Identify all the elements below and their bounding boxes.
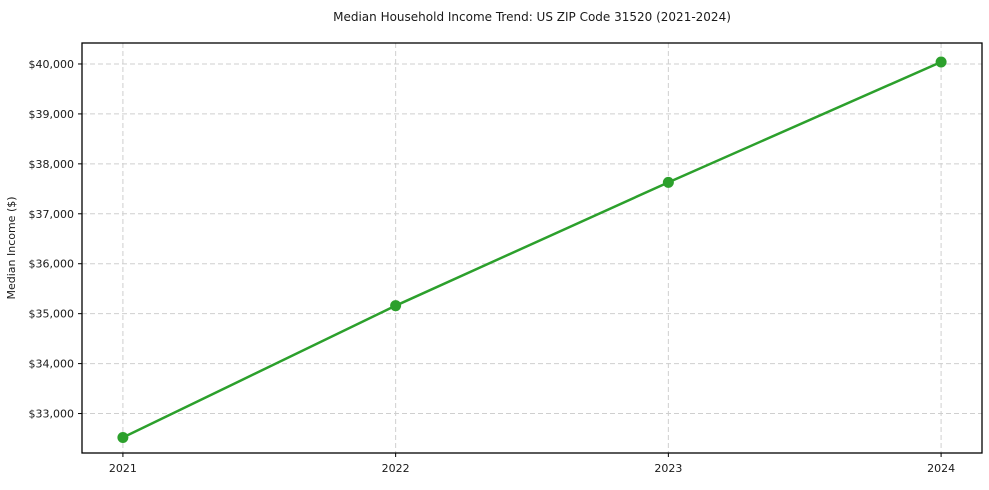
y-tick-label: $40,000 (29, 58, 75, 71)
x-tick-label: 2024 (927, 462, 955, 475)
x-tick-label: 2022 (382, 462, 410, 475)
series-layer (117, 56, 947, 444)
y-tick-label: $33,000 (29, 408, 75, 421)
plot-frame (81, 42, 983, 454)
chart-title: Median Household Income Trend: US ZIP Co… (333, 10, 731, 24)
trend-line (121, 60, 943, 439)
x-tick-label: 2021 (109, 462, 137, 475)
y-tick-label: $34,000 (29, 358, 75, 371)
data-point-marker (662, 176, 674, 188)
axes-layer: $33,000 $34,000 $35,000 $36,000 $37,000 $38,0… (29, 42, 983, 475)
data-point-marker (117, 432, 129, 444)
y-tick-label: $39,000 (29, 108, 75, 121)
y-tick-label: $35,000 (29, 308, 75, 321)
y-tick-label: $37,000 (29, 208, 75, 221)
data-point-marker (935, 56, 947, 68)
grid-layer (82, 43, 982, 453)
data-point-marker (390, 300, 402, 312)
x-tick-label: 2023 (654, 462, 682, 475)
y-tick-label: $36,000 (29, 258, 75, 271)
y-tick-label: $38,000 (29, 158, 75, 171)
y-axis-label: Median Income ($) (5, 196, 18, 299)
